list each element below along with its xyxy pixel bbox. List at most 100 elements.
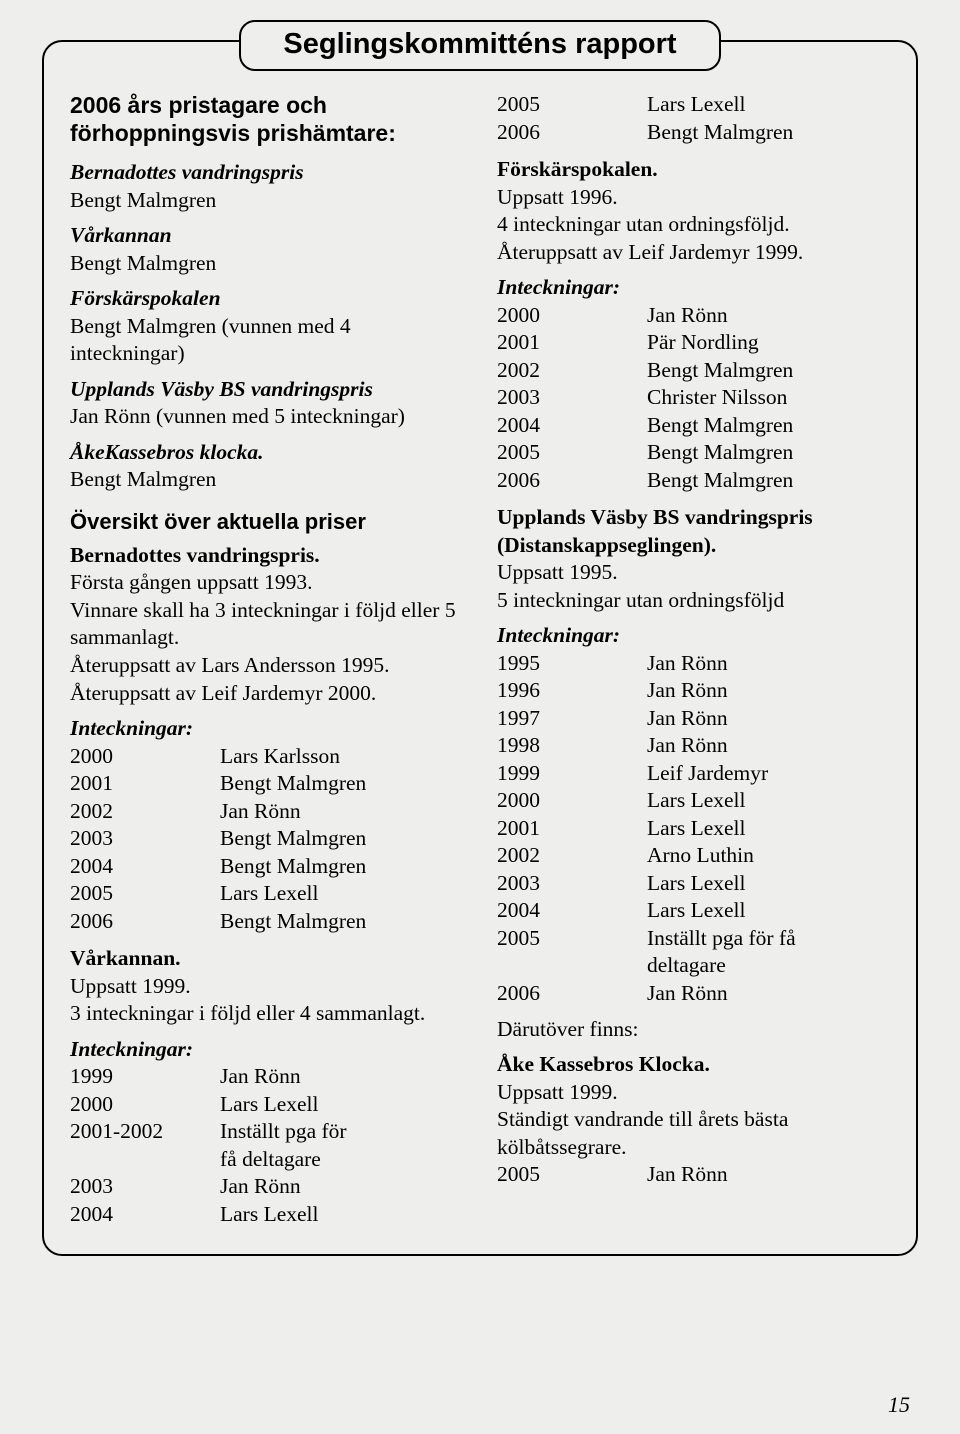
year-cell: 2006 xyxy=(497,980,647,1008)
table-row: 2006Bengt Malmgren xyxy=(497,119,890,147)
prize-name: ÅkeKassebros klocka. xyxy=(70,439,463,467)
table-row: 1998Jan Rönn xyxy=(497,732,890,760)
year-cell: 2004 xyxy=(497,897,647,925)
kassebros-para: Uppsatt 1999. Ständigt vandrande till år… xyxy=(497,1079,890,1162)
name-cell: Jan Rönn xyxy=(647,705,890,733)
prize-list: Bernadottes vandringsprisBengt Malmgren V… xyxy=(70,159,463,494)
year-cell: 2005 xyxy=(497,1161,647,1189)
year-cell: 2005 xyxy=(497,91,647,119)
year-cell: 2000 xyxy=(70,743,220,771)
left-column: 2006 års pristagare och förhoppningsvis … xyxy=(70,91,463,1228)
year-cell: 2002 xyxy=(70,798,220,826)
prize-name: Vårkannan xyxy=(70,222,463,250)
table-row: 2002Bengt Malmgren xyxy=(497,357,890,385)
table-row: 2003Lars Lexell xyxy=(497,870,890,898)
upplands-para: Uppsatt 1995. 5 inteckningar utan ordnin… xyxy=(497,559,890,614)
kassebros-title: Åke Kassebros Klocka. xyxy=(497,1051,890,1079)
year-cell: 2002 xyxy=(497,842,647,870)
prize-winner: Jan Rönn (vunnen med 5 inteckningar) xyxy=(70,403,463,431)
name-cell: Inställt pga för xyxy=(220,1118,463,1146)
name-cell: Bengt Malmgren xyxy=(647,467,890,495)
section-heading: 2006 års pristagare och förhoppningsvis … xyxy=(70,91,463,147)
table-row: få deltagare xyxy=(70,1146,463,1174)
name-cell: Leif Jardemyr xyxy=(647,760,890,788)
year-cell: 2001-2002 xyxy=(70,1118,220,1146)
varkannan-title: Vårkannan. xyxy=(70,945,463,973)
prize-winner: Bengt Malmgren xyxy=(70,250,463,278)
inteckningar-label: Inteckningar: xyxy=(497,622,890,650)
forskars-para: Uppsatt 1996. 4 inteckningar utan ordnin… xyxy=(497,184,890,267)
name-cell: Lars Lexell xyxy=(220,1201,463,1229)
table-row: 1999Leif Jardemyr xyxy=(497,760,890,788)
year-cell: 1997 xyxy=(497,705,647,733)
year-cell: 2004 xyxy=(70,853,220,881)
year-cell: 2003 xyxy=(70,825,220,853)
prize-item: ÅkeKassebros klocka.Bengt Malmgren xyxy=(70,439,463,494)
name-cell: Jan Rönn xyxy=(220,1173,463,1201)
name-cell: deltagare xyxy=(647,952,890,980)
inteckningar-label: Inteckningar: xyxy=(70,1036,463,1064)
name-cell: Jan Rönn xyxy=(647,302,890,330)
year-cell: 2001 xyxy=(497,329,647,357)
name-cell: Bengt Malmgren xyxy=(647,357,890,385)
columns: 2006 års pristagare och förhoppningsvis … xyxy=(70,91,890,1228)
varkannan-para: Uppsatt 1999. 3 inteckningar i följd ell… xyxy=(70,973,463,1028)
table-row: 1996Jan Rönn xyxy=(497,677,890,705)
year-cell: 2003 xyxy=(497,384,647,412)
table-row: 2000Lars Karlsson xyxy=(70,743,463,771)
name-cell: Bengt Malmgren xyxy=(647,439,890,467)
table-row: 2001-2002Inställt pga för xyxy=(70,1118,463,1146)
table-row: 2006Bengt Malmgren xyxy=(70,908,463,936)
year-cell: 1999 xyxy=(497,760,647,788)
table-row: 1995Jan Rönn xyxy=(497,650,890,678)
prize-winner: Bengt Malmgren xyxy=(70,466,463,494)
table-row: 2000Lars Lexell xyxy=(70,1091,463,1119)
table-row: 2003Bengt Malmgren xyxy=(70,825,463,853)
name-cell: Christer Nilsson xyxy=(647,384,890,412)
table-row: deltagare xyxy=(497,952,890,980)
name-cell: Jan Rönn xyxy=(220,1063,463,1091)
table-row: 2005Inställt pga för få xyxy=(497,925,890,953)
name-cell: Lars Lexell xyxy=(647,91,890,119)
name-cell: Bengt Malmgren xyxy=(220,908,463,936)
year-cell: 2005 xyxy=(497,439,647,467)
inteckningar-label: Inteckningar: xyxy=(70,715,463,743)
name-cell: Jan Rönn xyxy=(647,732,890,760)
bernadottes-title: Bernadottes vandringspris. xyxy=(70,542,463,570)
forskars-rows: 2000Jan Rönn2001Pär Nordling2002Bengt Ma… xyxy=(497,302,890,495)
name-cell: Lars Lexell xyxy=(647,815,890,843)
name-cell: Lars Karlsson xyxy=(220,743,463,771)
table-row: 2005Bengt Malmgren xyxy=(497,439,890,467)
year-cell: 2004 xyxy=(70,1201,220,1229)
table-row: 2005Lars Lexell xyxy=(497,91,890,119)
name-cell: Jan Rönn xyxy=(647,650,890,678)
prize-name: Förskärspokalen xyxy=(70,285,463,313)
prize-winner: Bengt Malmgren xyxy=(70,187,463,215)
table-row: 2005Jan Rönn xyxy=(497,1161,890,1189)
name-cell: Jan Rönn xyxy=(647,980,890,1008)
name-cell: Pär Nordling xyxy=(647,329,890,357)
name-cell: Bengt Malmgren xyxy=(220,770,463,798)
bernadottes-para: Första gången uppsatt 1993. Vinnare skal… xyxy=(70,569,463,707)
content-frame: Seglingskommitténs rapport 2006 års pris… xyxy=(42,40,918,1256)
name-cell: Lars Lexell xyxy=(647,787,890,815)
table-row: 2003Jan Rönn xyxy=(70,1173,463,1201)
name-cell: Lars Lexell xyxy=(647,897,890,925)
year-cell: 2005 xyxy=(497,925,647,953)
table-row: 1997Jan Rönn xyxy=(497,705,890,733)
table-row: 2006Jan Rönn xyxy=(497,980,890,1008)
name-cell: Bengt Malmgren xyxy=(647,119,890,147)
year-cell: 2006 xyxy=(70,908,220,936)
prize-item: Bernadottes vandringsprisBengt Malmgren xyxy=(70,159,463,214)
page-number: 15 xyxy=(888,1392,910,1418)
table-row: 2004Lars Lexell xyxy=(497,897,890,925)
varkannan-rows: 1999Jan Rönn2000Lars Lexell2001-2002Inst… xyxy=(70,1063,463,1228)
table-row: 2001Pär Nordling xyxy=(497,329,890,357)
overview-heading: Översikt över aktuella priser xyxy=(70,508,463,536)
name-cell: Inställt pga för få xyxy=(647,925,890,953)
name-cell: Jan Rönn xyxy=(220,798,463,826)
name-cell: Arno Luthin xyxy=(647,842,890,870)
name-cell: få deltagare xyxy=(220,1146,463,1174)
year-cell: 2006 xyxy=(497,467,647,495)
year-cell: 1995 xyxy=(497,650,647,678)
